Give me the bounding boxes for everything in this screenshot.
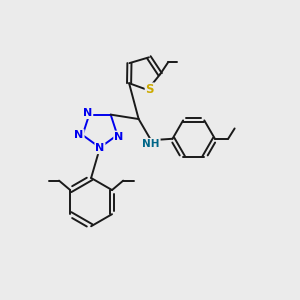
Text: NH: NH [142, 139, 160, 149]
Text: N: N [95, 143, 105, 153]
Text: N: N [114, 131, 123, 142]
Text: N: N [83, 108, 92, 118]
Text: S: S [146, 83, 154, 96]
Text: N: N [74, 130, 84, 140]
